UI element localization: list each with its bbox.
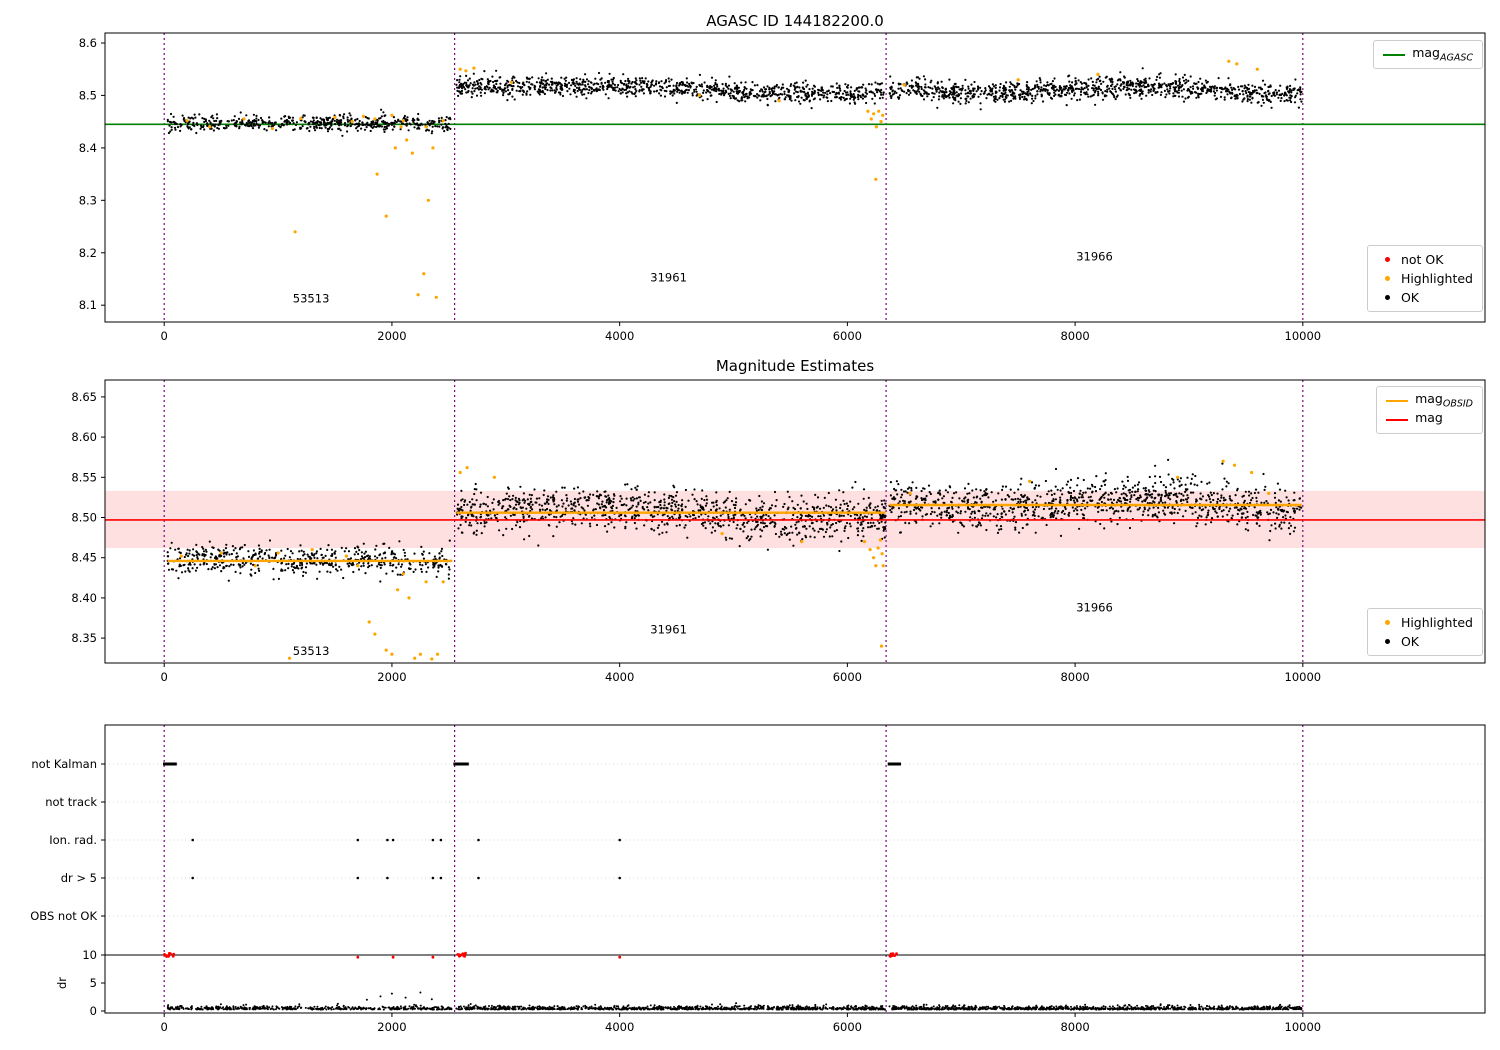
obsid-label: 53513 [293,644,330,658]
dr-tick-label: 0 [90,1004,97,1018]
x-tick-label: 2000 [377,670,406,684]
legend-item-mag-obsid: magOBSID [1386,391,1473,410]
x-tick-label: 4000 [605,1020,634,1034]
x-tick-label: 6000 [833,329,862,343]
legend-label: OK [1400,634,1419,649]
x-tick-label: 6000 [833,1020,862,1034]
plot2-line-legend: magOBSID mag [1376,386,1483,434]
y-tick-label: 8.1 [79,298,97,312]
flag-row-label: not Kalman [31,757,97,771]
x-tick-label: 10000 [1285,329,1322,343]
mag-plot-0: 53513 31961 31966 0 2000 4000 6000 8000 10000 8.1… [79,32,1486,343]
legend-item-mag: mag [1386,410,1473,429]
legend-label: mag [1415,410,1443,426]
legend-item-highlighted: Highlighted [1377,613,1473,632]
y-tick-label: 8.55 [71,470,97,484]
x-tick-label: 0 [161,1020,168,1034]
x-tick-label: 8000 [1060,670,1089,684]
legend-label: magAGASC [1412,45,1473,64]
legend-label: not OK [1400,252,1444,267]
mag-plot-1: 53513 31961 31966 0 2000 4000 6000 8000 10000 8.3… [71,379,1486,684]
x-tick-label: 2000 [377,329,406,343]
x-tick-label: 4000 [605,329,634,343]
plot1-title: AGASC ID 144182200.0 [706,12,884,30]
legend-item-ok: OK [1377,288,1473,307]
y-tick-label: 8.5 [79,88,97,102]
x-tick-label: 10000 [1285,670,1322,684]
y-tick-label: 8.6 [79,36,97,50]
obsid-label: 31961 [650,271,687,285]
green-line-swatch [1383,53,1406,56]
legend-item-not-ok: not OK [1377,250,1473,269]
legend-item-highlighted: Highlighted [1377,269,1473,288]
y-tick-label: 8.2 [79,246,97,260]
dr-axis-label: dr [55,977,69,989]
obsid-label: 53513 [293,292,330,306]
flag-row-label: not track [45,795,97,809]
flag-row-label: OBS not OK [30,909,97,923]
y-tick-label: 8.40 [71,591,97,605]
x-tick-label: 8000 [1060,1020,1089,1034]
x-tick-label: 6000 [833,670,862,684]
legend-item-mag-agasc: magAGASC [1383,45,1473,64]
plot1-marker-legend: not OK Highlighted OK [1366,245,1483,312]
flags-plot: 0 2000 4000 6000 8000 10000 not Kalman not trac… [30,724,1486,1034]
obsid-label: 31961 [650,622,687,636]
x-tick-label: 2000 [377,1020,406,1034]
y-tick-label: 8.3 [79,193,97,207]
plot1-line-legend: magAGASC [1373,40,1483,69]
obsid-label: 31966 [1076,250,1113,264]
dr-tick-label: 5 [90,976,97,990]
orange-dot-swatch [1384,276,1390,281]
legend-label: Highlighted [1400,271,1473,286]
red-dot-swatch [1384,257,1390,262]
dr-tick-label: 10 [82,948,97,962]
legend-label: Highlighted [1400,615,1473,630]
plot2-marker-legend: Highlighted OK [1366,608,1483,656]
legend-label: magOBSID [1415,391,1473,410]
orange-line-swatch [1386,399,1409,402]
black-dot-swatch [1384,639,1390,644]
legend-label: OK [1400,290,1419,305]
y-tick-label: 8.60 [71,430,97,444]
x-tick-label: 10000 [1285,1020,1322,1034]
x-tick-label: 8000 [1060,329,1089,343]
black-dot-swatch [1384,295,1390,300]
flag-row-label: dr > 5 [61,871,97,885]
x-tick-label: 0 [161,329,168,343]
y-tick-label: 8.35 [71,631,97,645]
x-tick-label: 4000 [605,670,634,684]
x-tick-label: 0 [161,670,168,684]
y-tick-label: 8.4 [79,141,97,155]
legend-item-ok: OK [1377,632,1473,651]
plot2-title: Magnitude Estimates [715,357,875,375]
y-tick-label: 8.65 [71,390,97,404]
red-line-swatch [1386,418,1409,421]
flag-row-label: Ion. rad. [49,833,97,847]
y-tick-label: 8.50 [71,511,97,525]
obsid-label: 31966 [1076,601,1113,615]
orange-dot-swatch [1384,620,1390,625]
y-tick-label: 8.45 [71,551,97,565]
